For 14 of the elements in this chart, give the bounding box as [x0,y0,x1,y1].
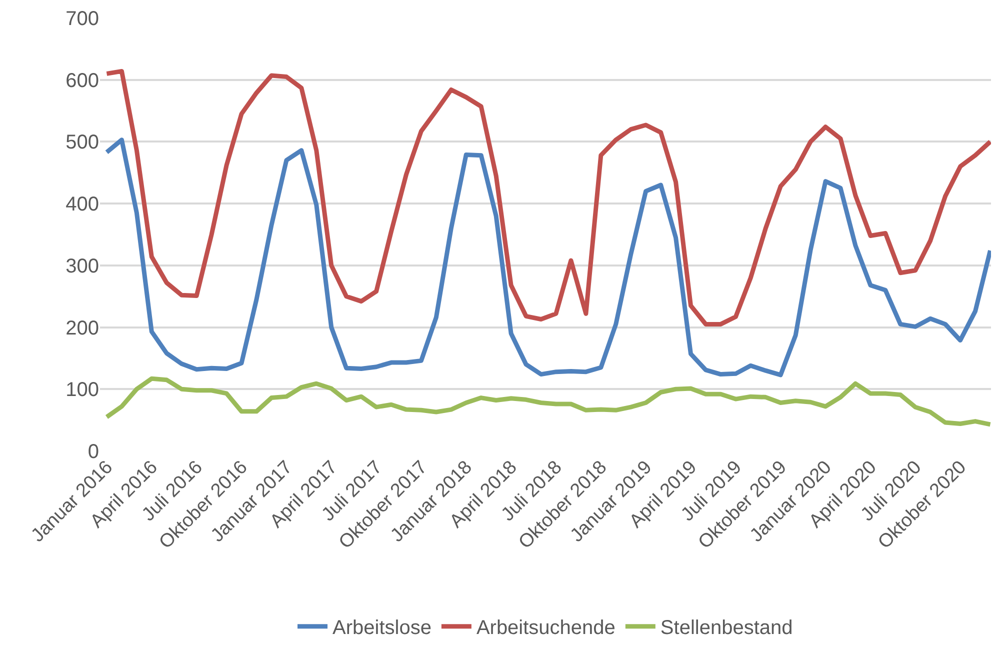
y-tick-label: 0 [88,441,99,463]
legend-label: Arbeitsuchende [476,617,616,640]
y-tick-label: 200 [66,317,99,340]
legend-label: Stellenbestand [660,617,793,640]
y-tick-label: 600 [66,70,99,92]
line-series [104,376,991,427]
y-tick-label: 400 [66,194,99,216]
line-series [104,138,991,378]
line-series [104,68,991,326]
y-tick-label: 100 [66,379,99,402]
y-tick-label: 700 [66,8,99,30]
y-tick-label: 300 [66,255,99,278]
legend-label: Arbeitslose [332,617,432,640]
y-tick-label: 500 [66,132,99,154]
